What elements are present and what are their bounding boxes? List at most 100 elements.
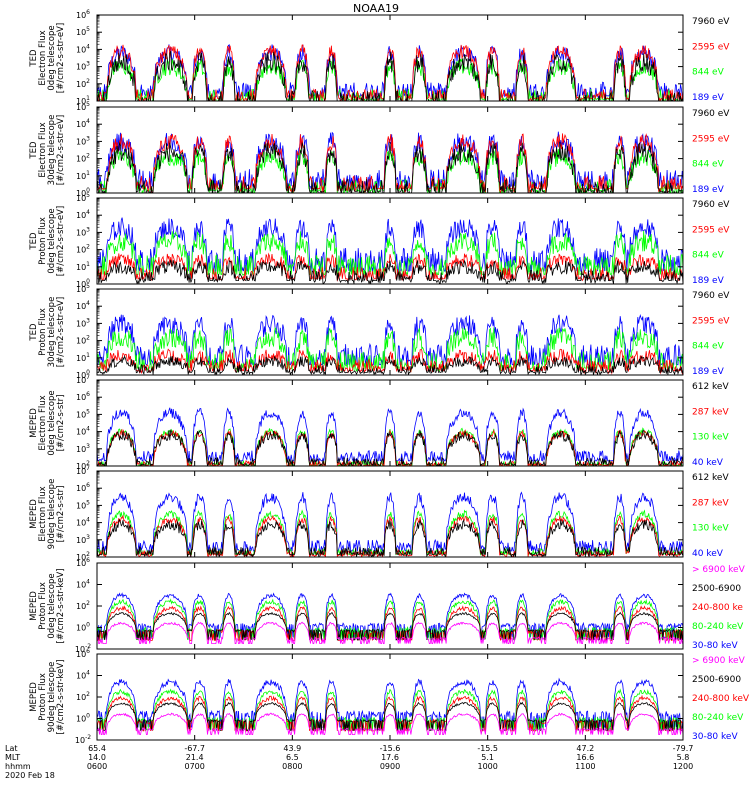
y-tick-label: 103 bbox=[76, 61, 90, 72]
series-ted-e-0-red bbox=[97, 44, 683, 101]
y-tick-label: 104 bbox=[76, 118, 90, 129]
y-axis-label-line: MEPED bbox=[29, 499, 39, 529]
y-tick-label: 106 bbox=[76, 391, 90, 402]
legend-entry: 7960 eV bbox=[692, 17, 730, 27]
x-tick-label-lat: -15.6 bbox=[380, 744, 401, 753]
y-tick-label: 104 bbox=[76, 517, 90, 528]
y-axis-label-line: Electron Flux bbox=[38, 395, 48, 450]
y-tick-label: 100 bbox=[76, 713, 90, 724]
x-row-name: hhmm bbox=[5, 762, 31, 771]
y-tick-label: 100 bbox=[76, 622, 90, 633]
y-tick-label: 104 bbox=[76, 43, 90, 54]
legend-entry: 189 eV bbox=[692, 93, 725, 103]
y-tick-label: 102 bbox=[76, 551, 90, 562]
legend-entry: 844 eV bbox=[692, 160, 725, 170]
x-tick-label-hhmm: 0900 bbox=[380, 762, 400, 771]
x-tick-label-mlt: 6.5 bbox=[286, 753, 299, 762]
series-meped-p-90-blue bbox=[97, 677, 683, 728]
y-tick-label: 105 bbox=[76, 499, 90, 510]
x-tick-label-lat: -15.5 bbox=[477, 744, 498, 753]
series-meped-p-0-green bbox=[97, 598, 683, 640]
y-axis-label-line: 0deg telescope bbox=[47, 573, 57, 638]
x-tick-label-hhmm: 0800 bbox=[282, 762, 302, 771]
y-axis-label-line: TED bbox=[29, 232, 39, 251]
y-axis-label-line: 30deg telescope bbox=[47, 297, 57, 368]
legend-entry: 40 keV bbox=[692, 549, 724, 559]
x-tick-label-mlt: 5.8 bbox=[677, 753, 690, 762]
y-axis-label-line: Proton Flux bbox=[38, 582, 48, 630]
y-tick-label: 104 bbox=[76, 579, 90, 590]
y-tick-label: 101 bbox=[76, 170, 90, 181]
y-tick-label: 106 bbox=[76, 9, 90, 20]
y-tick-label: 104 bbox=[76, 670, 90, 681]
y-tick-label: 106 bbox=[76, 557, 90, 568]
y-axis-label-line: Proton Flux bbox=[38, 308, 48, 356]
legend-entry: 844 eV bbox=[692, 251, 725, 261]
legend-entry: 80-240 keV bbox=[692, 713, 744, 723]
legend-entry: 844 eV bbox=[692, 68, 725, 78]
y-axis-label-line: 0deg telescope bbox=[47, 25, 57, 90]
series-meped-p-90-black bbox=[97, 701, 683, 731]
y-axis-label-line: [#/cm2-s-str] bbox=[56, 486, 66, 543]
x-tick-label-mlt: 21.4 bbox=[186, 753, 204, 762]
x-tick-label-hhmm: 1100 bbox=[575, 762, 595, 771]
legend-entry: 2595 eV bbox=[692, 134, 730, 144]
legend-entry: 30-80 keV bbox=[692, 732, 738, 742]
x-row-name: Lat bbox=[5, 744, 18, 753]
y-axis-label-line: 0deg telescope bbox=[47, 390, 57, 455]
legend-entry: 189 eV bbox=[692, 276, 725, 286]
x-tick-label-hhmm: 1200 bbox=[673, 762, 693, 771]
y-axis-label-line: 90deg telescope bbox=[47, 662, 57, 733]
series-ted-p-0-red bbox=[97, 252, 683, 282]
y-axis-label-line: 90deg telescope bbox=[47, 479, 57, 550]
y-axis-label-line: TED bbox=[29, 141, 39, 160]
y-tick-label: 102 bbox=[76, 600, 90, 611]
legend-entry: 80-240 keV bbox=[692, 622, 744, 632]
y-tick-label: 100 bbox=[76, 278, 90, 289]
panel-frame bbox=[96, 470, 684, 558]
y-axis-label-line: Proton Flux bbox=[38, 217, 48, 265]
y-tick-label: 10-2 bbox=[75, 734, 91, 745]
panel-ted-p-0: 100 101 102 103 104 105 TED Proton Flux 0deg tel… bbox=[29, 192, 730, 289]
y-tick-label: 103 bbox=[76, 534, 90, 545]
y-tick-label: 105 bbox=[76, 26, 90, 37]
y-tick-label: 102 bbox=[76, 244, 90, 255]
y-tick-label: 105 bbox=[76, 101, 90, 112]
panel-meped-e-90: 102 103 104 105 106 107 MEPED Electron Flux 90de… bbox=[29, 465, 729, 562]
y-tick-label: 104 bbox=[76, 426, 90, 437]
y-tick-label: 106 bbox=[76, 482, 90, 493]
x-row-name: MLT bbox=[5, 753, 20, 762]
x-tick-label-hhmm: 0600 bbox=[87, 762, 107, 771]
y-tick-label: 101 bbox=[76, 261, 90, 272]
series-meped-p-90-magenta bbox=[97, 712, 683, 735]
x-tick-label-lat: -79.7 bbox=[673, 744, 694, 753]
legend-entry: > 6900 keV bbox=[692, 656, 746, 666]
legend-entry: 2595 eV bbox=[692, 42, 730, 52]
y-tick-label: 100 bbox=[76, 369, 90, 380]
legend-entry: 612 keV bbox=[692, 382, 729, 392]
x-tick-label-lat: -67.7 bbox=[184, 744, 205, 753]
series-meped-e-90-black bbox=[97, 518, 683, 557]
x-tick-label-hhmm: 1000 bbox=[477, 762, 497, 771]
panel-ted-p-30: 100 101 102 103 104 105 TED Proton Flux 30deg te… bbox=[29, 283, 730, 380]
y-tick-label: 104 bbox=[76, 300, 90, 311]
series-meped-p-0-blue bbox=[97, 592, 683, 638]
legend-entry: 7960 eV bbox=[692, 200, 730, 210]
x-tick-label-hhmm: 0700 bbox=[184, 762, 204, 771]
y-tick-label: 105 bbox=[76, 192, 90, 203]
series-ted-p-0-blue bbox=[97, 217, 683, 272]
series-meped-e-0-blue bbox=[97, 407, 683, 463]
panel-frame bbox=[96, 106, 684, 194]
y-axis-label-line: Electron Flux bbox=[38, 486, 48, 541]
legend-entry: 30-80 keV bbox=[692, 641, 738, 651]
y-axis-label-line: [#/cm2-s-str-keV] bbox=[56, 660, 66, 735]
y-axis-label-line: Electron Flux bbox=[38, 30, 48, 85]
y-tick-label: 107 bbox=[76, 465, 90, 476]
y-tick-label: 105 bbox=[76, 408, 90, 419]
y-axis-label-line: 0deg telescope bbox=[47, 208, 57, 273]
legend-entry: 612 keV bbox=[692, 473, 729, 483]
legend-entry: 240-800 ke bbox=[692, 603, 743, 613]
panel-ted-e-0: 101 102 103 104 105 106 TED Electron Flux 0deg t… bbox=[29, 9, 730, 106]
